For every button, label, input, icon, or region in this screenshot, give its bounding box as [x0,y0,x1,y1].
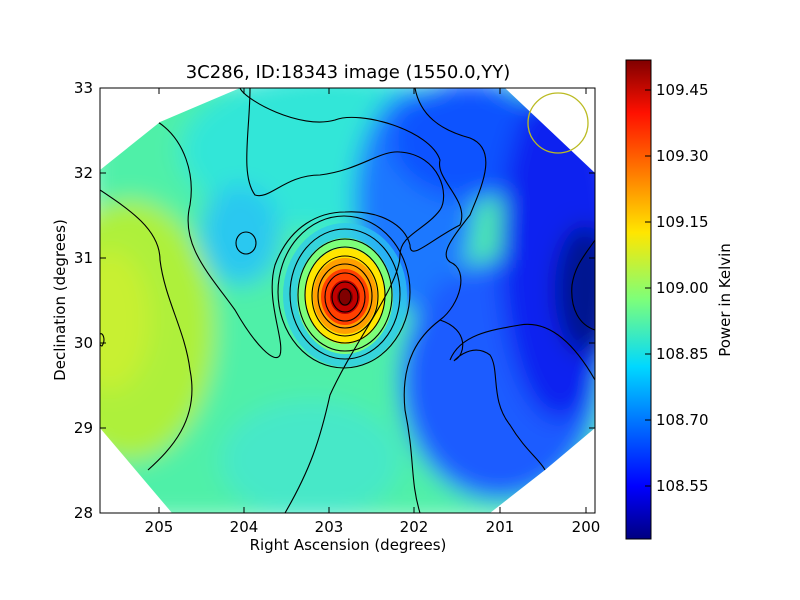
plot-area [99,87,596,514]
y-tick-label: 30 [74,334,93,352]
x-axis-label: Right Ascension (degrees) [250,536,447,554]
y-tick-label: 29 [74,419,93,437]
colorbar-tick-label: 109.45 [656,81,709,99]
y-axis: 28 29 30 31 32 33 Declination (degrees) [51,79,595,522]
y-axis-label: Declination (degrees) [51,219,69,381]
colorbar-label: Power in Kelvin [716,243,734,357]
heatmap-field [100,88,595,513]
x-tick-label: 205 [145,518,174,536]
y-tick-label: 28 [74,504,93,522]
colorbar: 108.55 108.70 108.85 109.00 109.15 109.3… [625,59,734,540]
plot-frame [99,87,596,514]
x-tick-label: 201 [486,518,515,536]
colorbar-tick-label: 108.55 [656,477,709,495]
colorbar-tick-label: 109.30 [656,147,709,165]
x-tick-label: 202 [400,518,429,536]
x-tick-label: 203 [315,518,344,536]
y-tick-label: 31 [74,249,93,267]
colorbar-tick-label: 108.70 [656,411,709,429]
y-tick-label: 33 [74,79,93,97]
x-tick-label: 204 [230,518,259,536]
colorbar-tick-label: 108.85 [656,345,709,363]
x-tick-label: 200 [572,518,601,536]
x-axis: 205 204 203 202 201 200 Right Ascension … [145,88,601,554]
contour-lines [100,88,595,513]
colorbar-tick-label: 109.00 [656,279,709,297]
colorbar-gradient [625,59,652,540]
colorbar-tick-label: 109.15 [656,213,709,231]
beam-circle [527,92,589,154]
chart-title: 3C286, ID:18343 image (1550.0,YY) [186,62,511,83]
y-tick-label: 32 [74,164,93,182]
